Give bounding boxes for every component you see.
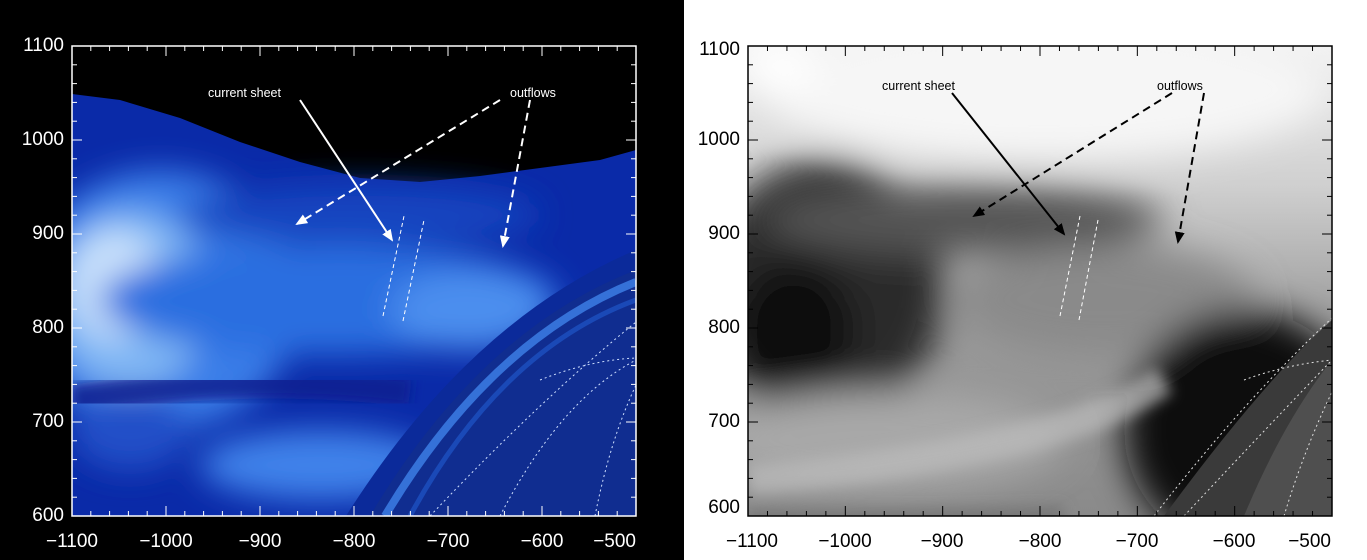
x-axis-labels: −1100 −1000 −900 −800 −700 −600 −500 (726, 531, 1331, 552)
x-axis-labels: −1100 −1000 −900 −800 −700 −600 −500 (46, 531, 636, 552)
x-tick-label: −500 (1288, 531, 1331, 552)
y-tick-label: 700 (708, 411, 740, 432)
x-tick-label: −700 (427, 531, 470, 552)
y-tick-label: 700 (32, 411, 64, 432)
x-tick-label: −800 (1019, 531, 1062, 552)
x-tick-label: −500 (593, 531, 636, 552)
y-tick-label: 600 (32, 505, 64, 526)
y-tick-label: 1000 (698, 129, 740, 150)
y-tick-label: 800 (32, 317, 64, 338)
y-axis-labels: 600 700 800 900 1000 1100 (698, 39, 740, 518)
y-axis-labels: 600 700 800 900 1000 1100 (22, 35, 64, 526)
x-tick-label: −600 (521, 531, 564, 552)
x-tick-label: −600 (1213, 531, 1256, 552)
blue-solar-image (20, 46, 636, 516)
outflows-label: outflows (510, 86, 556, 100)
x-tick-label: −1000 (818, 531, 871, 552)
blue-image-figure: current sheet outflows 600 700 800 900 1… (0, 0, 684, 560)
blue-image-panel: current sheet outflows 600 700 800 900 1… (0, 0, 684, 560)
y-tick-label: 600 (708, 497, 740, 518)
x-tick-label: −900 (239, 531, 282, 552)
y-tick-label: 1000 (22, 129, 64, 150)
x-tick-label: −1000 (139, 531, 192, 552)
x-tick-label: −900 (921, 531, 964, 552)
grayscale-image-figure: current sheet outflows 600 700 800 900 1… (684, 0, 1367, 560)
x-tick-label: −1100 (46, 531, 98, 552)
current-sheet-label: current sheet (882, 79, 955, 93)
y-tick-label: 1100 (699, 39, 740, 60)
grayscale-image-panel: current sheet outflows 600 700 800 900 1… (684, 0, 1367, 560)
grayscale-solar-image (704, 20, 1364, 550)
current-sheet-label: current sheet (208, 86, 281, 100)
x-tick-label: −700 (1116, 531, 1159, 552)
y-tick-label: 1100 (23, 35, 64, 56)
y-tick-label: 800 (708, 317, 740, 338)
outflows-label: outflows (1157, 79, 1203, 93)
y-tick-label: 900 (708, 223, 740, 244)
x-tick-label: −1100 (726, 531, 778, 552)
y-tick-label: 900 (32, 223, 64, 244)
x-tick-label: −800 (333, 531, 376, 552)
